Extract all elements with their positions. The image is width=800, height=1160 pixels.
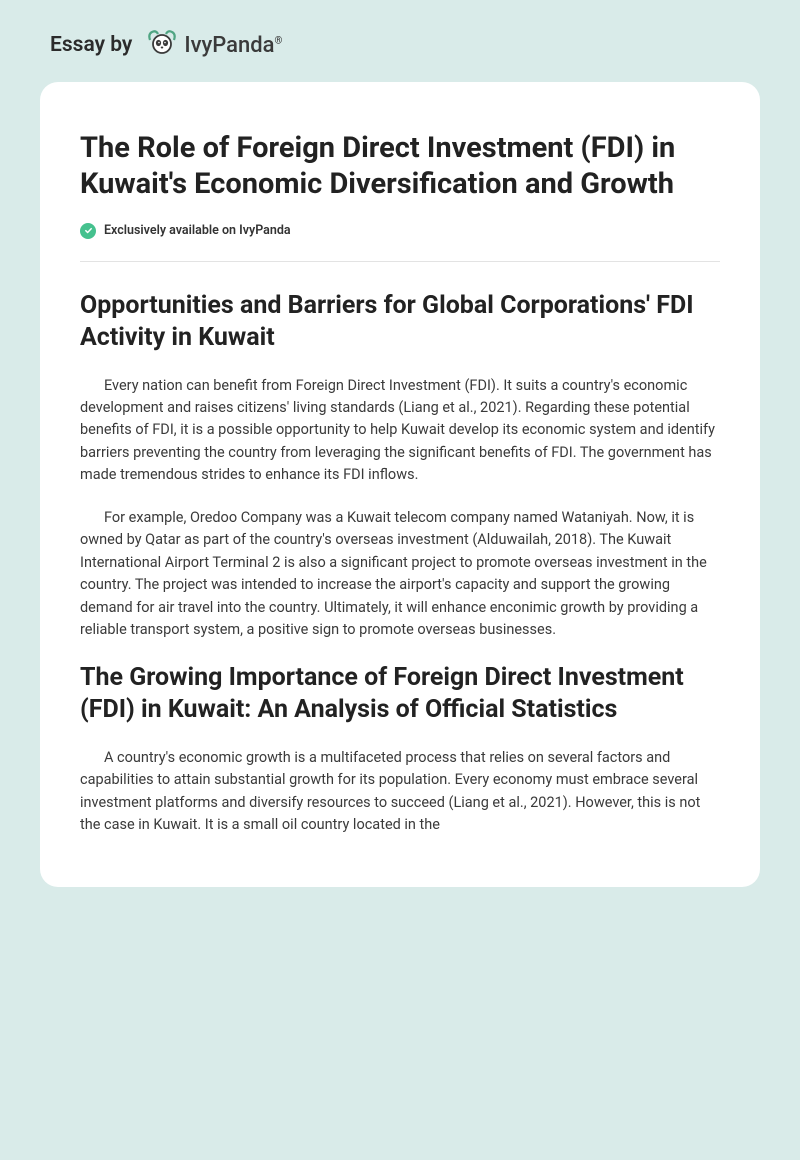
section-heading: The Growing Importance of Foreign Direct… bbox=[80, 662, 720, 727]
panda-icon bbox=[146, 28, 178, 62]
brand-name: IvyPanda® bbox=[184, 33, 282, 58]
body-paragraph: Every nation can benefit from Foreign Di… bbox=[80, 375, 720, 487]
document-card: The Role of Foreign Direct Investment (F… bbox=[40, 82, 760, 887]
header-bar: Essay by IvyPanda® bbox=[0, 0, 800, 82]
body-paragraph: For example, Oredoo Company was a Kuwait… bbox=[80, 507, 720, 642]
availability-text: Exclusively available on IvyPanda bbox=[104, 223, 291, 238]
body-paragraph: A country's economic growth is a multifa… bbox=[80, 747, 720, 837]
availability-row: Exclusively available on IvyPanda bbox=[80, 223, 720, 262]
check-icon bbox=[80, 223, 96, 239]
section-heading: Opportunities and Barriers for Global Co… bbox=[80, 290, 720, 355]
page-title: The Role of Foreign Direct Investment (F… bbox=[80, 130, 720, 203]
brand-logo: IvyPanda® bbox=[146, 28, 282, 62]
essay-by-label: Essay by bbox=[50, 33, 132, 57]
